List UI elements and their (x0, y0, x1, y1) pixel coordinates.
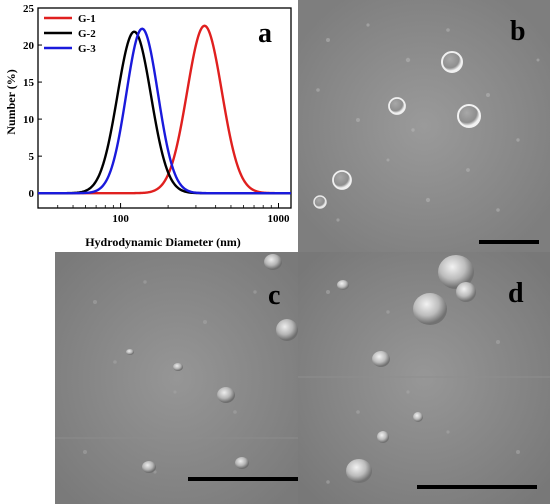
legend-label-g-2: G-2 (78, 28, 96, 40)
sem-image-d (298, 252, 550, 504)
legend-label-g-1: G-1 (78, 13, 96, 25)
scale-bar-c (188, 477, 298, 481)
x-axis-label: Hydrodynamic Diameter (nm) (85, 235, 241, 249)
panel-b-sem-image: b (298, 0, 550, 252)
sem-image-b (298, 0, 550, 252)
y-tick-label: 0 (29, 188, 35, 200)
panel-c-sem-image: c (55, 252, 298, 504)
x-tick-label: 100 (112, 213, 129, 225)
dls-size-distribution-chart: 0 5 10 15 20 25 100 1000 G-1 G-2 G-3 Number (%) Hy… (4, 3, 292, 249)
y-tick-label: 20 (23, 40, 35, 52)
panel-letter-a: a (258, 18, 272, 49)
y-axis-label: Number (%) (4, 69, 18, 134)
panel-letter-d: d (508, 278, 524, 309)
panel-letter-c: c (268, 280, 281, 311)
plot-frame (37, 7, 292, 209)
y-tick-label: 5 (29, 151, 35, 163)
y-tick-label: 25 (23, 3, 35, 15)
scale-bar-b (479, 240, 539, 244)
series-line-g-3 (38, 27, 291, 195)
y-tick-label: 15 (23, 77, 35, 89)
x-tick-label: 1000 (267, 213, 290, 225)
scale-bar-d (417, 485, 537, 489)
panel-a-chart: 0 5 10 15 20 25 100 1000 G-1 G-2 G-3 Number (%) Hy… (0, 0, 298, 252)
y-tick-label: 10 (23, 114, 35, 126)
panel-d-sem-image: d (298, 252, 550, 504)
series-line-g-1 (38, 24, 291, 195)
panel-letter-b: b (510, 16, 526, 47)
legend-label-g-3: G-3 (78, 43, 96, 55)
series-line-g-2 (38, 30, 291, 195)
sem-image-c (55, 252, 298, 504)
